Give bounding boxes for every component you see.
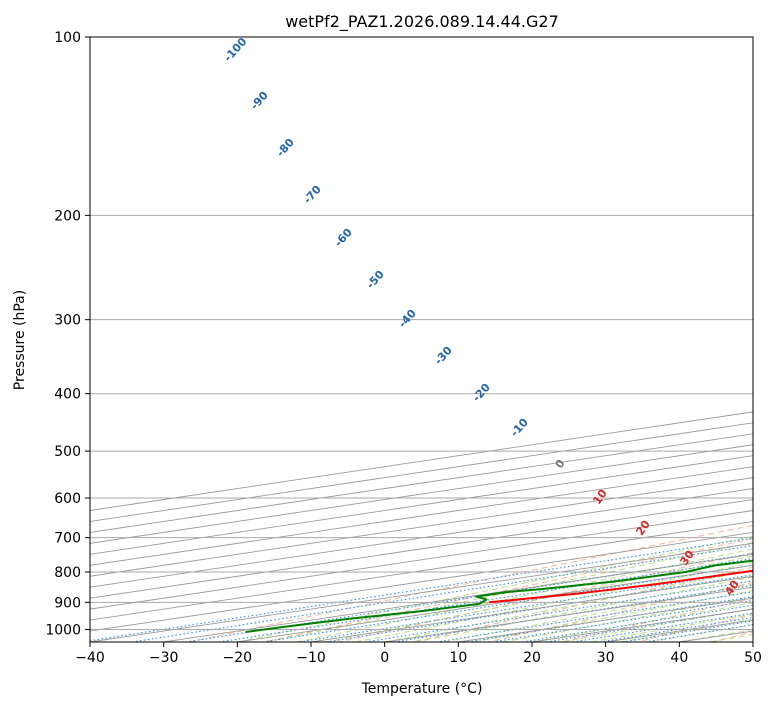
isotherm-line — [90, 444, 753, 544]
axis-ticks: −40 −30 −20 −10 0 10 20 30 40 50 1000 900 800 700 600 5… — [45, 30, 762, 666]
mixing-ratio-line — [365, 580, 753, 642]
x-tick-label: 10 — [449, 650, 467, 666]
isotherm-line — [90, 477, 753, 577]
x-tick-label: 20 — [523, 650, 541, 666]
y-tick-label: 500 — [54, 444, 81, 460]
y-tick-label: 200 — [54, 208, 81, 224]
profile-lines — [245, 559, 753, 633]
dewpoint-profile-line — [245, 559, 753, 633]
isotherm-line — [90, 531, 753, 632]
pressure-grid — [90, 37, 753, 642]
x-tick-label: −30 — [149, 650, 179, 666]
x-tick-label: −10 — [296, 650, 326, 666]
plot-frame — [89, 36, 754, 643]
isotherm-line — [90, 455, 753, 555]
x-tick-label: 50 — [744, 650, 762, 666]
chart-title: wetPf2_PAZ1.2026.089.14.44.G27 — [285, 12, 559, 32]
isotherm-line — [90, 466, 753, 566]
y-tick-label: 300 — [54, 313, 81, 329]
isotherm-line — [90, 520, 753, 621]
y-tick-label: 900 — [54, 595, 81, 611]
y-tick-label: 800 — [54, 565, 81, 581]
y-tick-label: 1000 — [45, 622, 81, 638]
x-tick-label: 40 — [670, 650, 688, 666]
x-tick-label: 0 — [380, 650, 389, 666]
isotherm-line — [90, 499, 753, 599]
y-axis-label: Pressure (hPa) — [12, 290, 28, 390]
isotherm-line — [90, 488, 753, 588]
mixing-ratio-line — [90, 537, 753, 642]
x-tick-label: −20 — [223, 650, 253, 666]
dry-adiabat-line — [188, 524, 753, 642]
y-tick-label: 100 — [54, 30, 81, 46]
y-tick-label: 400 — [54, 387, 81, 403]
x-tick-label: −40 — [75, 650, 105, 666]
dry-adiabat-line — [263, 538, 753, 642]
mixing-ratio-line — [436, 591, 753, 642]
y-tick-label: 600 — [54, 491, 81, 507]
x-axis-label: Temperature (°C) — [361, 681, 483, 697]
isotherm-line — [90, 510, 753, 610]
x-tick-label: 30 — [597, 650, 615, 666]
y-tick-label: 700 — [54, 531, 81, 547]
